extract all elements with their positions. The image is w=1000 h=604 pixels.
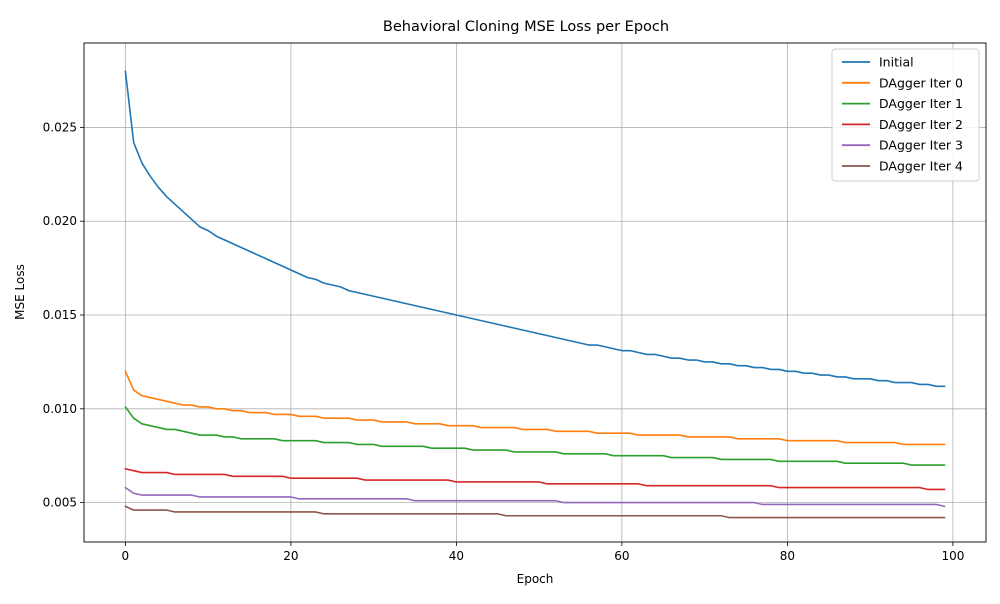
legend-label-dagger-iter-0: DAgger Iter 0 (879, 75, 963, 90)
y-tick-label: 0.015 (43, 308, 77, 322)
x-tick-label: 60 (614, 549, 629, 563)
y-tick-label: 0.025 (43, 120, 77, 134)
legend-label-dagger-iter-4: DAgger Iter 4 (879, 159, 963, 174)
x-tick-label: 0 (122, 549, 130, 563)
plot-frame (83, 42, 987, 543)
legend-label-dagger-iter-2: DAgger Iter 2 (879, 117, 963, 132)
y-axis-title: MSE Loss (13, 264, 27, 320)
series-line-dagger-iter-3 (124, 486, 946, 508)
legend: Initial DAgger Iter 0 DAgger Iter 1 DAgger … (831, 48, 980, 182)
tick-layer: 0 20 40 60 80 100 0.005 0.010 0.015 0.020 0.025 (43, 120, 965, 563)
legend-label-initial: Initial (879, 55, 914, 70)
series-line-dagger-iter-0 (124, 370, 946, 446)
series-line-initial (124, 70, 946, 388)
y-tick-label: 0.020 (43, 214, 77, 228)
x-tick-label: 100 (941, 549, 964, 563)
legend-label-dagger-iter-1: DAgger Iter 1 (879, 96, 963, 111)
x-tick-label: 40 (449, 549, 464, 563)
series-line-dagger-iter-4 (124, 505, 946, 519)
legend-label-dagger-iter-3: DAgger Iter 3 (879, 138, 963, 153)
x-axis-title: Epoch (517, 572, 554, 586)
y-tick-label: 0.005 (43, 496, 77, 510)
series-layer (124, 70, 946, 519)
x-tick-label: 80 (780, 549, 795, 563)
y-tick-label: 0.010 (43, 402, 77, 416)
series-line-dagger-iter-2 (124, 468, 946, 491)
chart-title: Behavioral Cloning MSE Loss per Epoch (383, 19, 669, 35)
x-tick-label: 20 (283, 549, 298, 563)
series-line-dagger-iter-1 (124, 406, 946, 466)
